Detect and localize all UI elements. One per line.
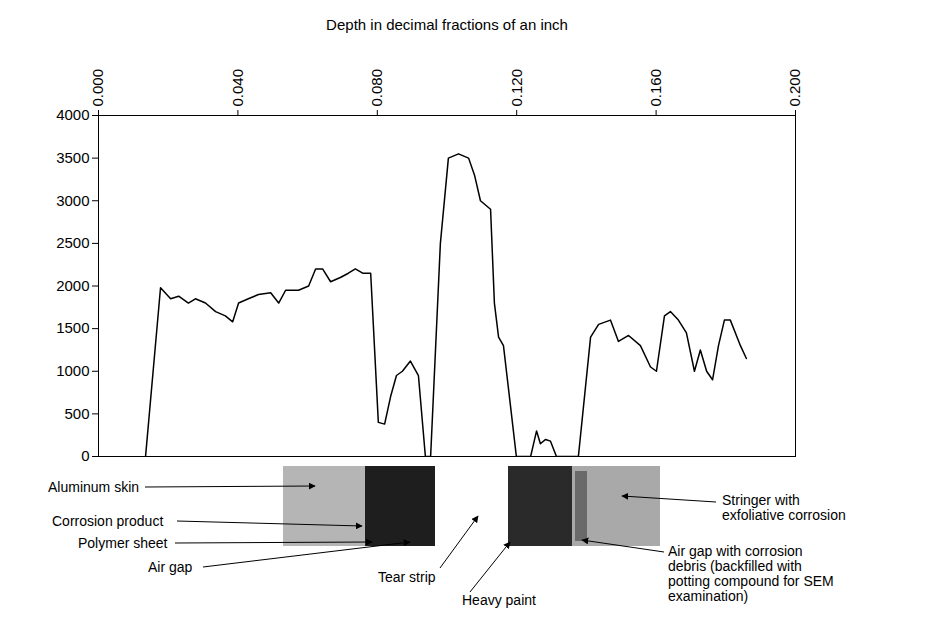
svg-text:0.200: 0.200 xyxy=(786,69,803,107)
svg-text:Air gap with corrosiondebris (: Air gap with corrosiondebris (backfilled… xyxy=(668,543,834,604)
svg-text:500: 500 xyxy=(64,405,89,422)
svg-text:Heavy paint: Heavy paint xyxy=(462,592,536,608)
svg-text:Depth in decimal fractions of: Depth in decimal fractions of an inch xyxy=(326,16,568,33)
svg-text:2500: 2500 xyxy=(56,234,89,251)
svg-text:0.160: 0.160 xyxy=(647,69,664,107)
svg-text:Air gap: Air gap xyxy=(148,559,193,575)
svg-text:Tear strip: Tear strip xyxy=(378,569,436,585)
svg-text:0.040: 0.040 xyxy=(229,69,246,107)
svg-text:Stringer withexfoliative corro: Stringer withexfoliative corrosion xyxy=(722,492,846,523)
svg-text:1500: 1500 xyxy=(56,319,89,336)
svg-text:0.000: 0.000 xyxy=(89,69,106,107)
svg-text:0.120: 0.120 xyxy=(508,69,525,107)
svg-text:Polymer sheet: Polymer sheet xyxy=(78,535,168,551)
svg-text:1000: 1000 xyxy=(56,362,89,379)
svg-text:0.080: 0.080 xyxy=(368,69,385,107)
svg-text:3000: 3000 xyxy=(56,192,89,209)
svg-text:3500: 3500 xyxy=(56,149,89,166)
svg-text:4000: 4000 xyxy=(56,106,89,123)
svg-text:Aluminum skin: Aluminum skin xyxy=(48,479,139,495)
svg-text:0: 0 xyxy=(81,447,89,464)
svg-text:Corrosion product: Corrosion product xyxy=(52,513,163,529)
svg-text:2000: 2000 xyxy=(56,277,89,294)
